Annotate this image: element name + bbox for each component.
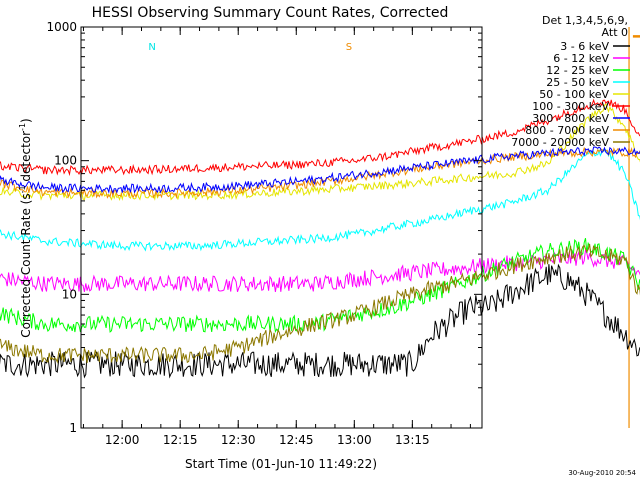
x-tick-label-4: 13:00	[337, 433, 372, 447]
legend-label-4: 50 - 100 keV	[539, 88, 609, 101]
series-line-1	[0, 249, 640, 293]
legend-label-8: 7000 - 20000 keV	[511, 136, 609, 149]
x-tick-label-0: 12:00	[105, 433, 140, 447]
y-axis-label-sup2: -1	[18, 123, 27, 131]
legend-label-1: 6 - 12 keV	[553, 52, 609, 65]
y-tick-label-1: 10	[62, 287, 77, 301]
y-tick-label-3: 1000	[46, 20, 77, 34]
y-axis-label: Corrected Count Rate (s-1 detector-1)	[18, 118, 33, 337]
series-line-4	[0, 102, 640, 202]
plot-frame	[80, 26, 483, 429]
legend-label-7: 800 - 7000 keV	[525, 124, 609, 137]
series-line-5	[0, 98, 640, 177]
axis-ticks: 12:00 12:15 12:30 12:45 13:00 13:15 1 10 100 1000	[46, 20, 482, 447]
x-tick-label-1: 12:15	[163, 433, 198, 447]
legend-label-0: 3 - 6 keV	[560, 40, 609, 53]
series-line-3	[0, 148, 640, 252]
legend-label-6: 300 - 800 keV	[532, 112, 609, 125]
x-tick-label-2: 12:30	[221, 433, 256, 447]
y-tick-label-2: 100	[54, 154, 77, 168]
series-line-0	[0, 263, 640, 379]
legend-label-2: 12 - 25 keV	[546, 64, 609, 77]
legend-label-3: 25 - 50 keV	[546, 76, 609, 89]
x-tick-label-3: 12:45	[279, 433, 314, 447]
footer-date: 30-Aug-2010 20:54	[568, 469, 636, 477]
legend-label-5: 100 - 300 keV	[532, 100, 609, 113]
legend-header-2: Att 0	[602, 26, 628, 39]
legend-header-1: Det 1,3,4,5,6,9,	[542, 14, 628, 27]
series-line-7	[0, 146, 640, 199]
series-line-2	[0, 238, 640, 334]
chart-title: HESSI Observing Summary Count Rates, Cor…	[92, 5, 449, 21]
marker-label-n: N	[148, 42, 155, 53]
x-axis-label: Start Time (01-Jun-10 11:49:22)	[185, 457, 377, 471]
y-axis-label-end: )	[19, 118, 33, 123]
y-tick-label-0: 1	[69, 421, 77, 435]
x-tick-label-5: 13:15	[395, 433, 430, 447]
y-axis-label-sup1: -1	[18, 185, 27, 193]
series-line-6	[0, 146, 640, 194]
marker-label-s: S	[346, 42, 352, 53]
y-axis-label-mid: detector	[19, 131, 33, 186]
y-axis-label-main: Corrected Count Rate (s	[19, 193, 33, 337]
series-line-8	[0, 243, 640, 364]
